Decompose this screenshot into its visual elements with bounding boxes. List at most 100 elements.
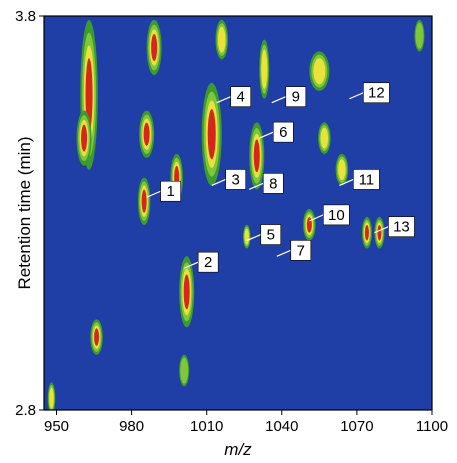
peak-leader-line: [374, 226, 389, 234]
peak-label-text: 10: [328, 207, 345, 224]
peak-feature: [137, 177, 151, 225]
peak-feature: [179, 354, 190, 387]
contour-level: [85, 58, 93, 132]
contour-level: [253, 139, 260, 173]
peak-leader-line: [183, 261, 199, 269]
peak-label-box: [197, 251, 219, 273]
peak-label-box: [323, 204, 350, 226]
peak-label-9: 9: [285, 86, 307, 107]
contour-level: [143, 122, 150, 146]
peak-label-12: 12: [363, 82, 390, 104]
peak-label-6: 6: [272, 121, 294, 143]
peak-feature: [146, 19, 162, 76]
contour-level: [415, 22, 424, 49]
peak-label-text: 2: [204, 254, 212, 271]
peak-leader-line: [271, 96, 287, 104]
peak-label-text: 11: [359, 171, 375, 188]
peak-feature: [215, 19, 228, 60]
contour-level: [217, 26, 226, 53]
peak-feature: [414, 19, 425, 52]
peak-label-10: 10: [323, 204, 350, 226]
contour-level: [377, 224, 382, 241]
peak-label-text: 5: [267, 227, 275, 244]
peak-label-text: 12: [368, 85, 385, 102]
peak-label-box: [225, 169, 247, 190]
peak-leader-line: [211, 178, 226, 186]
peak-label-text: 1: [166, 183, 174, 200]
peak-label-box: [272, 121, 294, 143]
y-tick-label: 3.8: [15, 8, 36, 25]
peak-label-text: 7: [297, 242, 305, 259]
contour-level: [94, 328, 100, 346]
peak-leader-line: [339, 178, 354, 186]
peak-feature: [374, 216, 385, 249]
peak-leader-line: [249, 182, 264, 190]
contour-level: [320, 127, 329, 149]
peak-features: [47, 19, 425, 410]
contour-level: [207, 109, 216, 160]
contour-level: [81, 124, 88, 152]
peak-leader-line: [259, 131, 274, 139]
peak-feature: [47, 382, 56, 410]
peak-feature: [309, 51, 330, 91]
peak-label-11: 11: [353, 169, 380, 190]
peak-label-text: 9: [292, 89, 300, 106]
peak-label-4: 4: [230, 86, 252, 107]
peak-leader-line: [216, 96, 231, 104]
contour-level: [180, 357, 189, 384]
peak-feature: [361, 216, 372, 249]
peak-label-box: [353, 169, 380, 190]
peak-feature: [90, 319, 103, 355]
x-tick-label: 1070: [340, 418, 373, 435]
peak-feature: [76, 110, 92, 166]
contour-level: [364, 224, 369, 241]
peak-feature: [249, 122, 265, 190]
plot-background: [44, 16, 432, 410]
peak-label-box: [363, 82, 390, 104]
peak-label-box: [260, 224, 282, 245]
y-axis-ticks: 2.8 3.8: [15, 8, 44, 419]
x-tick-label: 1100: [416, 418, 448, 435]
contour-level: [141, 189, 147, 213]
peak-feature: [243, 224, 251, 249]
peak-label-box: [160, 180, 181, 202]
x-tick-label: 980: [119, 418, 144, 435]
peak-label-box: [262, 173, 284, 194]
peak-label-8: 8: [262, 173, 284, 194]
peak-label-7: 7: [290, 240, 312, 261]
peak-label-1: 1: [160, 180, 181, 202]
peak-label-5: 5: [260, 224, 282, 245]
peak-label-2: 2: [197, 251, 219, 273]
peak-label-box: [388, 216, 415, 237]
x-tick-label: 1010: [190, 418, 223, 435]
peak-feature: [303, 209, 316, 241]
peak-feature: [201, 82, 222, 186]
contour-level: [244, 228, 250, 245]
x-axis-ticks: 950 980 1010 1040 1070 1100: [44, 410, 448, 435]
y-axis-title: Retention time (min): [15, 136, 34, 289]
y-tick-label: 2.8: [15, 402, 36, 419]
contour-level: [306, 217, 312, 233]
peak-feature: [179, 256, 195, 328]
peak-label-box: [290, 240, 312, 261]
peak-label-text: 8: [269, 175, 277, 192]
peak-feature: [139, 110, 155, 158]
contour-level: [49, 387, 54, 409]
x-axis-title: m/z: [224, 440, 252, 459]
peak-label-text: 3: [232, 171, 240, 188]
peak-label-3: 3: [225, 169, 247, 190]
contour-level: [313, 58, 326, 85]
peak-feature: [335, 153, 349, 186]
plot-frame: [43, 15, 433, 411]
peak-label-text: 13: [393, 219, 410, 236]
peak-leader-line: [349, 92, 364, 100]
x-tick-label: 1040: [265, 418, 298, 435]
peak-leader-lines: [146, 92, 389, 269]
contour-level: [151, 33, 158, 62]
peak-leader-line: [146, 190, 161, 198]
peak-label-box: [285, 86, 307, 107]
peak-leader-line: [276, 249, 292, 257]
x-tick-label: 950: [44, 418, 69, 435]
